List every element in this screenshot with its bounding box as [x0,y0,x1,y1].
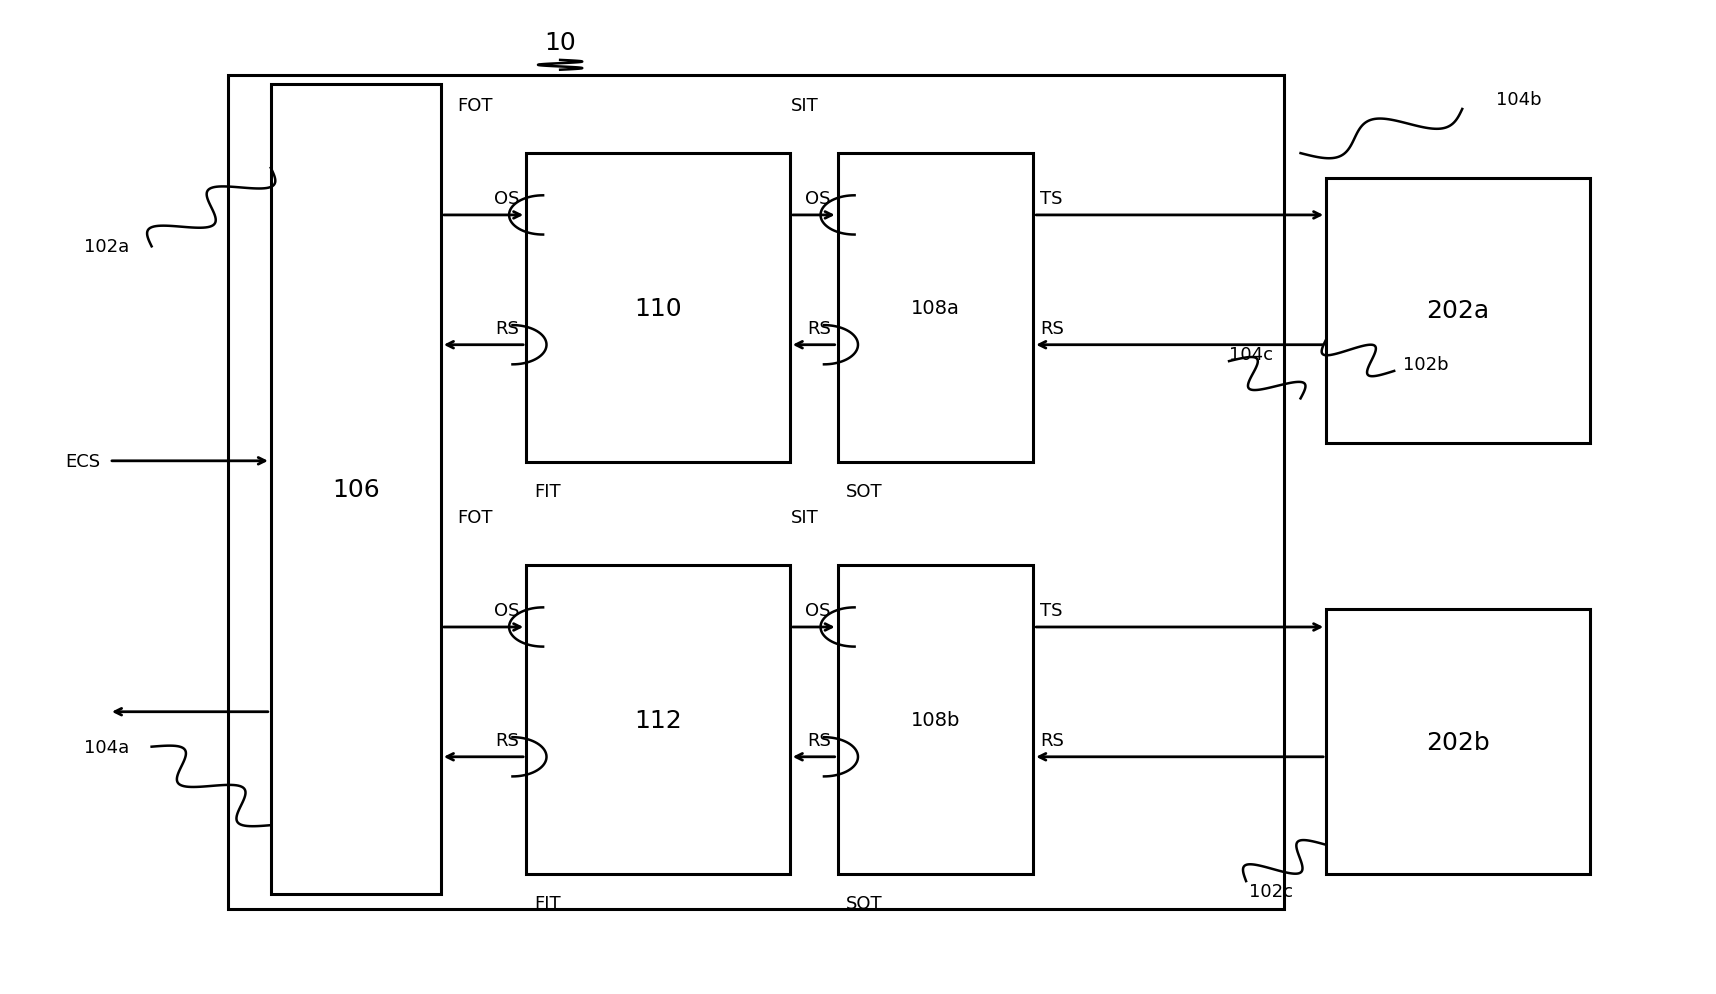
Text: 108a: 108a [911,299,959,318]
Text: 104c: 104c [1229,346,1273,364]
Bar [1326,609,1591,875]
Text: 108b: 108b [911,711,961,730]
Text: RS: RS [807,319,831,338]
Text: OS: OS [805,190,831,208]
Text: OS: OS [494,190,520,208]
Text: 10: 10 [544,32,577,56]
Text: TS: TS [1040,601,1062,619]
Bar [271,85,441,894]
Text: 104a: 104a [84,738,129,755]
Text: OS: OS [805,601,831,619]
Text: 104b: 104b [1496,91,1543,109]
Text: SOT: SOT [846,482,882,500]
Bar [837,566,1033,875]
Text: ECS: ECS [65,452,101,470]
Text: RS: RS [1040,732,1064,749]
Text: RS: RS [1040,319,1064,338]
Bar [527,154,789,462]
Text: FOT: FOT [456,508,492,527]
Text: 102c: 102c [1249,882,1294,900]
Text: FIT: FIT [535,894,561,911]
Text: 102b: 102b [1402,356,1448,374]
Text: 202a: 202a [1426,299,1489,323]
Text: RS: RS [807,732,831,749]
Text: 202b: 202b [1426,730,1489,754]
Text: TS: TS [1040,190,1062,208]
Text: FOT: FOT [456,96,492,114]
Text: SIT: SIT [791,96,819,114]
Text: 102a: 102a [84,239,129,256]
Text: 106: 106 [331,478,379,502]
Bar [1326,179,1591,443]
Bar [228,76,1284,909]
Text: SIT: SIT [791,508,819,527]
Text: 112: 112 [635,708,681,732]
Bar [837,154,1033,462]
Text: OS: OS [494,601,520,619]
Text: RS: RS [496,319,520,338]
Text: SOT: SOT [846,894,882,911]
Bar [527,566,789,875]
Text: RS: RS [496,732,520,749]
Text: FIT: FIT [535,482,561,500]
Text: 110: 110 [635,296,681,320]
